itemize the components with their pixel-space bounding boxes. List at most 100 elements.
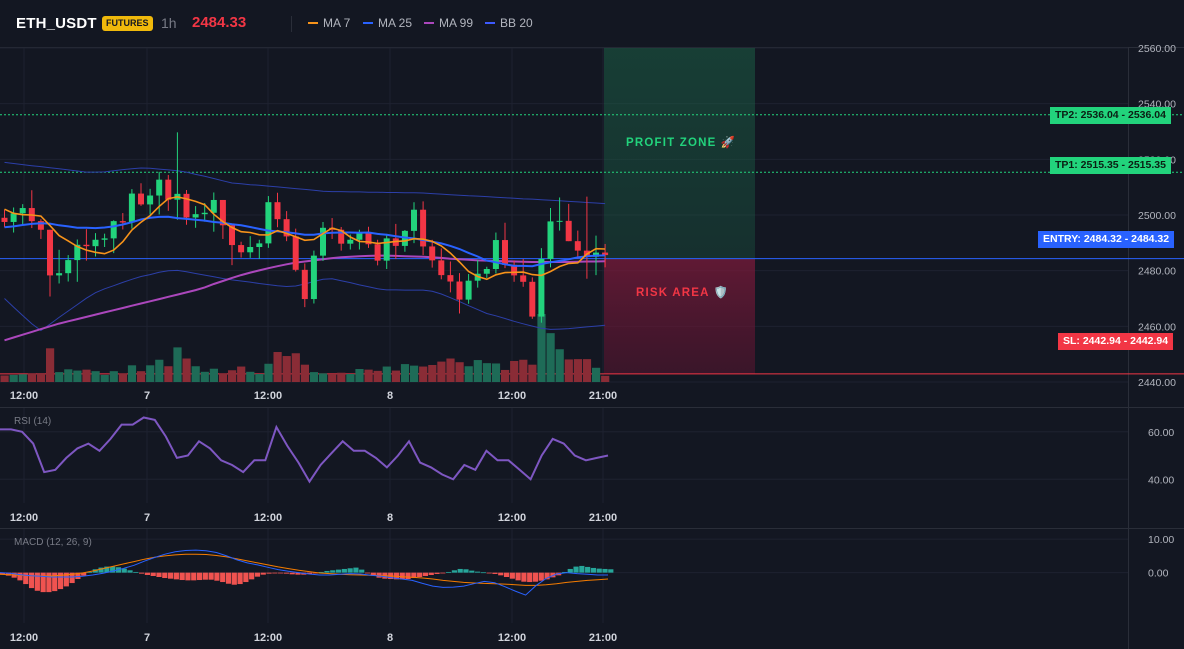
macd-histogram-bar	[202, 572, 208, 580]
macd-histogram-bar	[283, 572, 290, 574]
sl-tag-text: SL: 2442.94	[1063, 335, 1121, 347]
macd-histogram-bar	[243, 572, 249, 583]
macd-histogram-bar	[214, 572, 220, 581]
macd-histogram-bar	[69, 572, 75, 584]
candle-body	[37, 221, 44, 230]
candle-body	[502, 240, 508, 265]
candle-body	[92, 239, 99, 247]
tp1-price-label: 2515.35	[1127, 159, 1166, 171]
time-tick-label: 12:00	[10, 390, 38, 402]
macd-histogram-bar	[28, 572, 35, 589]
volume-bar	[391, 370, 400, 382]
macd-histogram-bar	[179, 572, 185, 581]
macd-histogram-bar	[353, 567, 359, 573]
macd-histogram-bar	[237, 572, 243, 585]
candle-body	[1, 217, 8, 222]
volume-bar	[482, 363, 491, 382]
candle-body	[101, 238, 108, 240]
tp2-tag-text: TP2: 2536.04	[1055, 109, 1119, 121]
volume-bar	[146, 365, 155, 382]
entry-tag-text: ENTRY: 2484.32	[1043, 233, 1122, 245]
macd-histogram-bar	[359, 569, 365, 573]
tp2-tag[interactable]: TP2: 2536.04 - 2536.04	[1050, 107, 1171, 124]
volume-bar	[373, 370, 382, 382]
time-tick-label: 12:00	[498, 632, 526, 644]
macd-histogram-bar	[133, 571, 139, 573]
macd-histogram-bar	[341, 568, 347, 573]
macd-histogram-bar	[104, 566, 110, 573]
candle-body	[219, 199, 226, 226]
macd-histogram-bar	[225, 572, 232, 584]
candle-body	[574, 241, 581, 251]
ma7-swatch	[308, 21, 318, 24]
macd-histogram-bar	[411, 572, 417, 579]
time-tick-label: 12:00	[254, 512, 282, 524]
volume-bar	[419, 366, 428, 382]
volume-bar	[127, 365, 137, 382]
time-tick-label: 7	[144, 632, 150, 644]
candle-body	[74, 244, 81, 261]
volume-bar	[319, 373, 328, 382]
timeframe-label[interactable]: 1h	[161, 15, 177, 31]
volume-bar	[519, 359, 528, 382]
legend-ma25[interactable]: MA 25	[363, 16, 412, 30]
candle-body	[238, 245, 245, 253]
time-tick-label: 12:00	[498, 390, 526, 402]
volume-bar	[237, 366, 246, 382]
macd-histogram-bar	[191, 572, 197, 581]
volume-bar	[364, 369, 373, 382]
candle-body	[128, 193, 135, 223]
candle-body	[156, 179, 163, 196]
ma25-swatch	[363, 21, 373, 24]
ma99-swatch	[424, 21, 434, 24]
volume-bar	[209, 368, 218, 382]
entry-tag-sep: -	[1121, 233, 1132, 245]
macd-histogram-bar	[509, 572, 515, 579]
tp1-tag[interactable]: TP1: 2515.35 - 2515.35	[1050, 157, 1171, 174]
candle-body	[138, 193, 144, 205]
candle-body	[338, 229, 345, 244]
tp1-tag-text: TP1: 2515.35	[1055, 159, 1119, 171]
macd-histogram-bar	[405, 572, 411, 580]
tp1-tag-sep: -	[1118, 159, 1128, 171]
macd-tick-label: 10.00	[1148, 534, 1174, 546]
candle-body	[465, 280, 472, 300]
legend-ma99[interactable]: MA 99	[424, 16, 473, 30]
ma25-line	[4, 215, 606, 268]
macd-histogram-bar	[440, 572, 446, 574]
price-tick-label: 2480.00	[1138, 266, 1176, 278]
macd-histogram-bar	[57, 572, 64, 590]
candle-body	[411, 209, 417, 231]
candle-body	[538, 258, 545, 317]
entry-tag[interactable]: ENTRY: 2484.32 - 2484.32	[1038, 231, 1175, 248]
symbol-name[interactable]: ETH_USDT	[16, 15, 97, 32]
header-divider	[291, 16, 292, 32]
macd-histogram-bar	[81, 572, 87, 576]
macd-histogram-bar	[486, 572, 492, 574]
volume-bar	[446, 358, 455, 382]
rsi-tick-label: 40.00	[1148, 474, 1174, 486]
macd-histogram-bar	[289, 572, 295, 575]
macd-histogram-bar	[335, 569, 342, 573]
volume-bar	[400, 364, 410, 382]
macd-histogram-bar	[173, 572, 179, 580]
macd-histogram-bar	[579, 565, 585, 573]
sl-tag[interactable]: SL: 2442.94 - 2442.94	[1058, 333, 1174, 350]
legend-ma7[interactable]: MA 7	[308, 16, 350, 30]
time-tick-label: 7	[144, 512, 150, 524]
volume-bar	[282, 356, 291, 382]
candle-body	[10, 213, 17, 222]
volume-bar	[592, 367, 601, 382]
price-tick-label: 2440.00	[1138, 377, 1176, 389]
macd-histogram-bar	[515, 572, 521, 581]
volume-bar	[228, 370, 237, 382]
macd-histogram-bar	[417, 572, 423, 578]
macd-histogram-bar	[364, 572, 371, 574]
risk-area-label: RISK AREA 🛡️	[636, 287, 730, 299]
candle-body	[229, 225, 235, 246]
legend-bb20[interactable]: BB 20	[485, 16, 533, 30]
legend-bb20-label: BB 20	[500, 16, 533, 30]
candle-body	[301, 269, 308, 300]
volume-bar	[191, 366, 200, 382]
